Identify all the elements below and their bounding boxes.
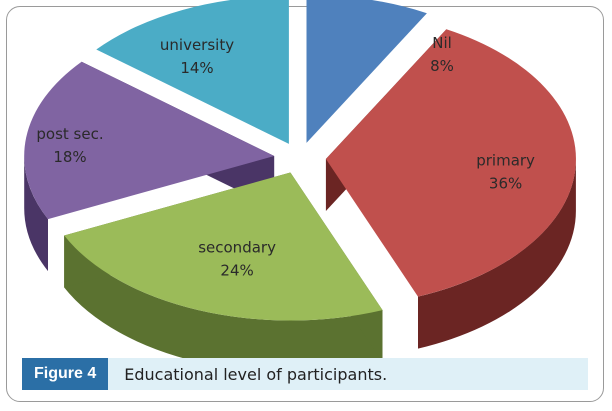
slice-primary [325, 29, 576, 297]
slice-wall-primary [418, 159, 576, 349]
slice-wall-secondary [64, 235, 383, 373]
slice-wall-post-sec [24, 156, 48, 272]
caption-text: Educational level of participants. [124, 364, 388, 384]
slice-label-value-university: 14% [180, 59, 213, 77]
slice-label-post-sec: post sec. 18% [36, 125, 103, 166]
slice-label-name-primary: primary [476, 152, 535, 170]
pie-labels: Nil 8% primary 36% secondary 24% post sec. 18% u… [36, 34, 535, 279]
slice-label-name-post-sec: post sec. [36, 125, 103, 143]
slice-university [96, 0, 289, 144]
slice-label-primary: primary 36% [476, 152, 535, 193]
slice-label-name-university: university [160, 36, 234, 54]
slice-label-name-secondary: secondary [198, 238, 276, 256]
figure-caption: Figure 4 Educational level of participan… [22, 358, 588, 390]
figure-number: Figure 4 [22, 358, 109, 390]
slice-label-value-post-sec: 18% [53, 148, 86, 166]
slice-label-value-nil: 8% [430, 57, 454, 75]
slice-nil [306, 0, 427, 143]
slice-label-secondary: secondary 24% [198, 238, 276, 279]
slice-label-value-secondary: 24% [220, 261, 253, 279]
slice-secondary [64, 172, 383, 321]
pie-top-faces [24, 0, 576, 321]
slice-label-value-primary: 36% [489, 175, 522, 193]
slice-label-university: university 14% [160, 36, 234, 77]
slice-label-nil: Nil 8% [430, 34, 454, 75]
slice-label-name-nil: Nil [432, 34, 452, 52]
slice-post-sec [24, 61, 275, 220]
